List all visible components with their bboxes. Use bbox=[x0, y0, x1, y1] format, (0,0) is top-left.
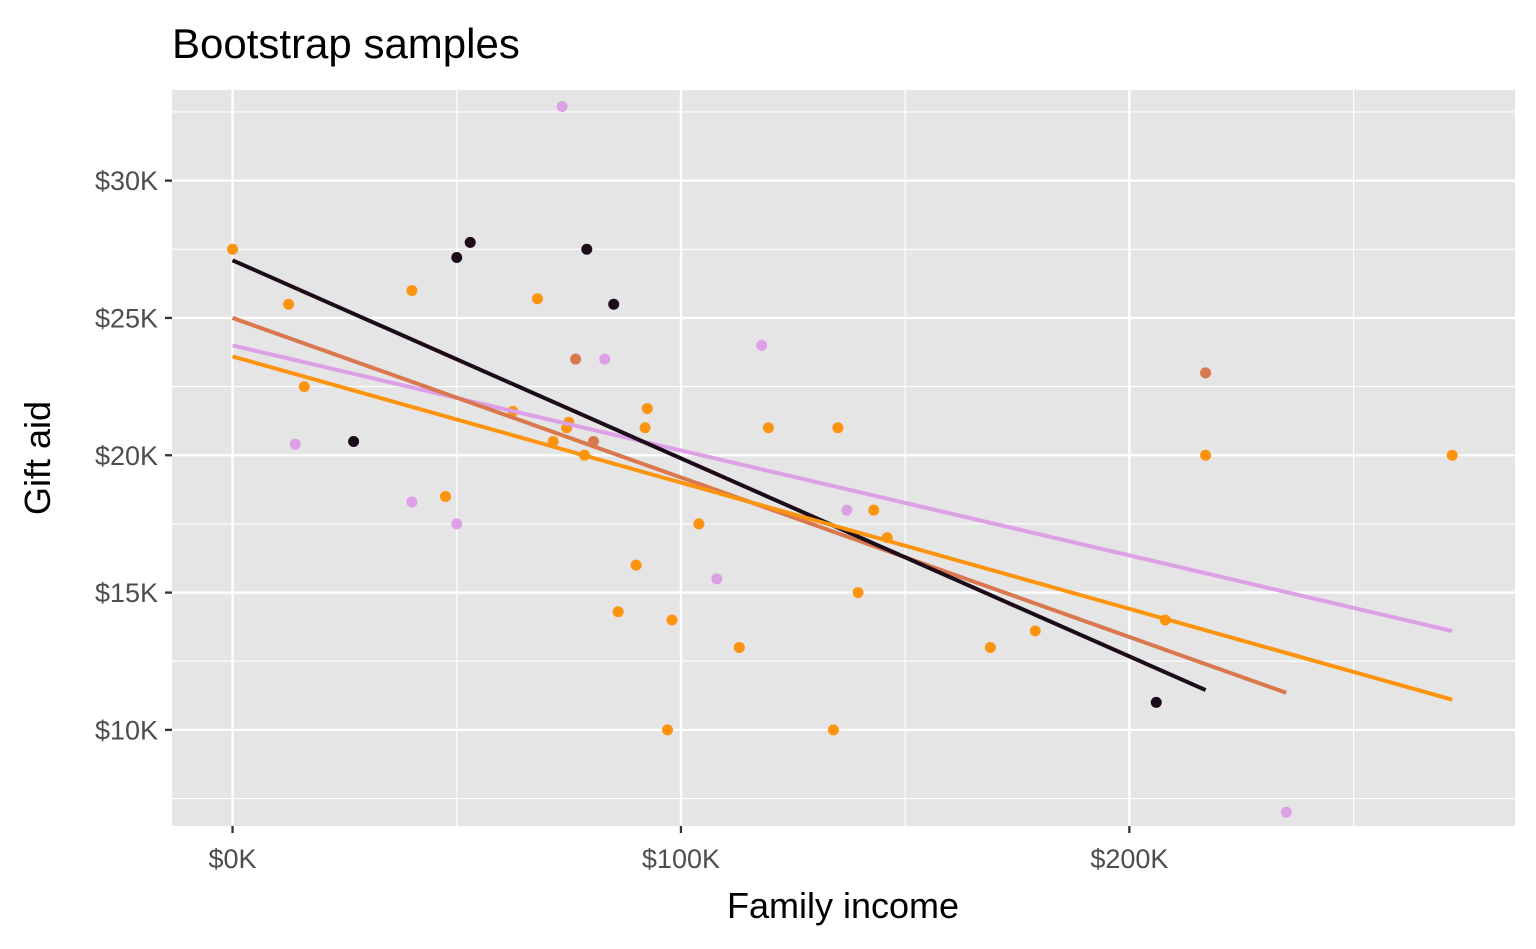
regression-line bbox=[231, 354, 1453, 702]
x-tick-label: $200K bbox=[1090, 844, 1168, 874]
data-point bbox=[612, 606, 624, 618]
data-point bbox=[1280, 806, 1292, 818]
data-point bbox=[1446, 449, 1458, 461]
data-point bbox=[1150, 696, 1162, 708]
regression-line bbox=[232, 343, 1453, 633]
data-point bbox=[581, 243, 593, 255]
data-point bbox=[841, 504, 853, 516]
data-point bbox=[733, 641, 745, 653]
regression-line bbox=[231, 258, 1207, 692]
data-point bbox=[289, 438, 301, 450]
plot-panel bbox=[172, 90, 1515, 826]
y-tick-label: $30K bbox=[95, 166, 158, 196]
data-point bbox=[570, 353, 582, 365]
data-points bbox=[227, 100, 1458, 818]
x-tick-label: $100K bbox=[642, 844, 720, 874]
data-point bbox=[630, 559, 642, 571]
data-point bbox=[641, 403, 653, 415]
data-point bbox=[451, 252, 463, 264]
data-point bbox=[406, 284, 418, 296]
data-point bbox=[1200, 367, 1212, 379]
x-axis-title: Family income bbox=[727, 885, 959, 926]
data-point bbox=[464, 236, 476, 248]
data-point bbox=[666, 614, 678, 626]
data-point bbox=[832, 422, 844, 434]
data-point bbox=[1200, 449, 1212, 461]
data-point bbox=[852, 587, 864, 599]
data-point bbox=[1029, 625, 1041, 637]
data-point bbox=[827, 724, 839, 736]
y-axis: $10K $15K $20K $25K $30K bbox=[95, 166, 172, 745]
data-point bbox=[661, 724, 673, 736]
grid-minor bbox=[172, 90, 1515, 826]
data-point bbox=[756, 339, 768, 351]
data-point bbox=[451, 518, 463, 530]
x-axis: $0K $100K $200K bbox=[209, 826, 1168, 874]
data-point bbox=[406, 496, 418, 508]
data-point bbox=[227, 243, 239, 255]
data-point bbox=[440, 490, 452, 502]
data-point bbox=[348, 436, 360, 448]
y-axis-title: Gift aid bbox=[17, 401, 58, 515]
regression-lines bbox=[231, 258, 1453, 702]
data-point bbox=[531, 293, 543, 305]
y-tick-label: $15K bbox=[95, 578, 158, 608]
data-point bbox=[639, 422, 651, 434]
x-tick-label: $0K bbox=[209, 844, 257, 874]
y-tick-label: $10K bbox=[95, 715, 158, 745]
chart-title: Bootstrap samples bbox=[172, 20, 520, 67]
data-point bbox=[762, 422, 774, 434]
data-point bbox=[608, 298, 620, 310]
data-point bbox=[599, 353, 611, 365]
data-point bbox=[283, 298, 295, 310]
y-tick-label: $25K bbox=[95, 303, 158, 333]
data-point bbox=[984, 641, 996, 653]
y-tick-label: $20K bbox=[95, 441, 158, 471]
data-point bbox=[693, 518, 705, 530]
data-point bbox=[711, 573, 723, 585]
data-point bbox=[556, 100, 568, 112]
data-point bbox=[298, 381, 310, 393]
data-point bbox=[868, 504, 880, 516]
